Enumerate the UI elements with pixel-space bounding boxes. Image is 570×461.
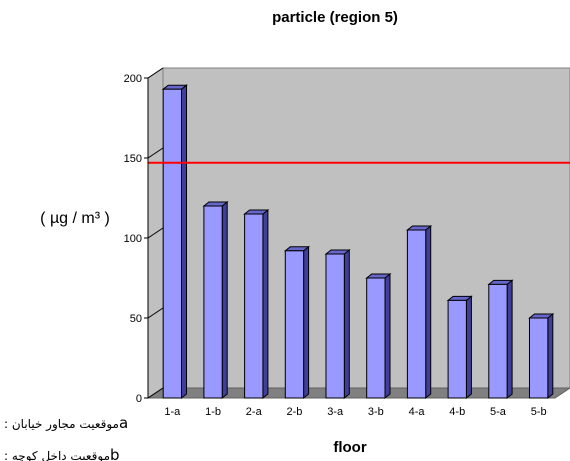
bar-side (303, 245, 310, 400)
bar-side (221, 200, 228, 400)
bar-front (528, 317, 549, 399)
legend-note-a-text: : موقعیت مجاور خیابان (4, 417, 119, 432)
y-axis-label: ( µg / m³ ) (40, 210, 110, 227)
bar-front (488, 283, 508, 399)
x-ticks: 1-a 1-b 2-a 2-b 3-a 3-b 4-a 4-b 5-a 5-b (164, 406, 546, 418)
y-tick-label: 150 (124, 153, 142, 165)
bar-side (384, 272, 391, 400)
y-tick-depth-line (147, 387, 164, 399)
bar-front (447, 299, 467, 399)
x-tick-label: 4-a (409, 406, 426, 418)
bar-top (405, 225, 433, 231)
bar-top (324, 249, 351, 255)
bar (405, 224, 433, 400)
y-tick-label: 200 (124, 73, 142, 85)
bar-top (528, 313, 555, 319)
legend-note-b-key: b (110, 446, 120, 461)
bar-side (465, 295, 472, 400)
bar (365, 272, 392, 400)
bar-top (365, 273, 392, 279)
x-tick-label: 1-b (205, 406, 221, 418)
bar (202, 200, 229, 400)
x-tick-label: 2-b (286, 406, 302, 418)
legend-note-a: : موقعیت مجاور خیابانa (4, 414, 128, 432)
y-tick-depth-line (147, 227, 164, 239)
bar-front (162, 88, 183, 399)
x-tick-label: 3-a (327, 406, 344, 418)
bar-front (406, 229, 427, 399)
bar-side (506, 279, 513, 400)
x-axis-label: floor (333, 439, 366, 456)
x-tick-label: 1-a (164, 406, 181, 418)
bar-top (487, 279, 514, 285)
bar-front (284, 250, 305, 399)
bar-front (325, 253, 345, 399)
bar-side (425, 224, 432, 400)
bar-top (202, 201, 229, 207)
y-ticks: 0 50 100 150 200 (124, 67, 164, 405)
y-tick-depth-line (147, 67, 164, 79)
bar (243, 208, 270, 400)
bar (446, 295, 473, 400)
bar-side (343, 248, 350, 400)
bar-front (203, 205, 223, 399)
x-tick-label: 3-b (368, 406, 384, 418)
x-tick-label: 5-a (490, 406, 507, 418)
bar-top (283, 246, 311, 252)
legend-note-b-text: : موقعیت داخل کوچه (4, 449, 110, 461)
bar-side (181, 84, 188, 400)
bar-top (161, 84, 188, 90)
bar-side (547, 312, 554, 400)
bar (528, 312, 555, 400)
bars (161, 84, 555, 400)
bar (487, 279, 514, 400)
y-tick-depth-line (147, 307, 164, 319)
y-tick-depth-line (147, 147, 164, 159)
y-tick-label: 0 (136, 393, 142, 405)
bar-top (446, 295, 473, 301)
legend-note-a-key: a (119, 414, 128, 432)
x-tick-label: 4-b (449, 406, 465, 418)
bar (283, 245, 311, 400)
x-tick-label: 2-a (246, 406, 263, 418)
bar-top (243, 209, 270, 215)
y-tick-label: 50 (130, 313, 142, 325)
y-tick-label: 100 (124, 233, 142, 245)
chart-title: particle (region 5) (272, 9, 398, 26)
bar-side (262, 208, 269, 400)
bar-front (244, 213, 264, 399)
x-tick-label: 5-b (531, 406, 547, 418)
legend-note-b: : موقعیت داخل کوچهb (4, 446, 120, 461)
bar (161, 84, 188, 400)
bar (324, 248, 351, 400)
bar-front (366, 277, 386, 399)
